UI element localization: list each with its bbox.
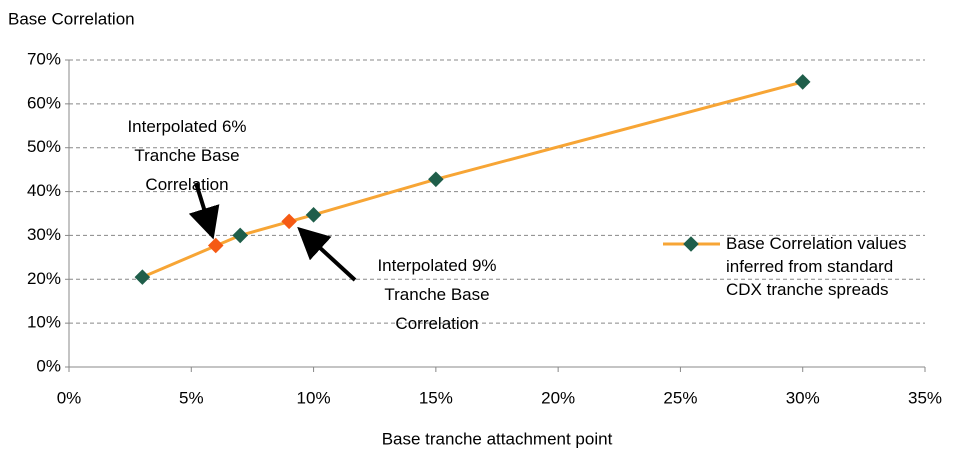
annotation-line: Tranche Base — [384, 285, 490, 304]
annotation-line: Interpolated 9% — [377, 256, 497, 275]
marker — [134, 269, 151, 285]
marker — [281, 213, 297, 230]
y-tick-label: 10% — [27, 313, 61, 332]
y-tick-label: 70% — [27, 49, 61, 68]
annotation-line: Tranche Base — [134, 146, 240, 165]
annotation-line: Correlation — [395, 314, 479, 333]
arrow — [297, 226, 357, 282]
marker — [794, 74, 811, 90]
annotation: Interpolated 6% Tranche Base Correlation — [87, 112, 287, 199]
annotation-line: Correlation — [145, 175, 229, 194]
x-tick-label: 25% — [663, 388, 697, 407]
marker — [232, 227, 248, 244]
y-tick-label: 30% — [27, 225, 61, 244]
y-tick-label: 50% — [27, 137, 61, 156]
marker — [207, 237, 224, 254]
x-tick-label: 0% — [57, 388, 82, 407]
x-tick-label: 5% — [179, 388, 204, 407]
x-axis-title: Base tranche attachment point — [382, 429, 613, 448]
x-tick-label: 30% — [786, 388, 820, 407]
x-tick-label: 35% — [908, 388, 942, 407]
y-tick-label: 40% — [27, 181, 61, 200]
x-tick-label: 20% — [541, 388, 575, 407]
y-tick-label: 0% — [36, 356, 61, 375]
y-axis-title: Base Correlation — [8, 9, 135, 28]
arrow — [188, 182, 220, 240]
marker — [305, 207, 322, 223]
annotation-line: Interpolated 6% — [127, 117, 247, 136]
y-tick-label: 20% — [27, 269, 61, 288]
annotation: Interpolated 9% Tranche Base Correlation — [337, 251, 537, 338]
legend-label: Base Correlation values inferred from st… — [726, 234, 907, 299]
x-tick-label: 15% — [419, 388, 453, 407]
marker — [428, 171, 444, 188]
y-tick-label: 60% — [27, 93, 61, 112]
legend-marker — [683, 236, 699, 252]
x-tick-label: 10% — [297, 388, 331, 407]
